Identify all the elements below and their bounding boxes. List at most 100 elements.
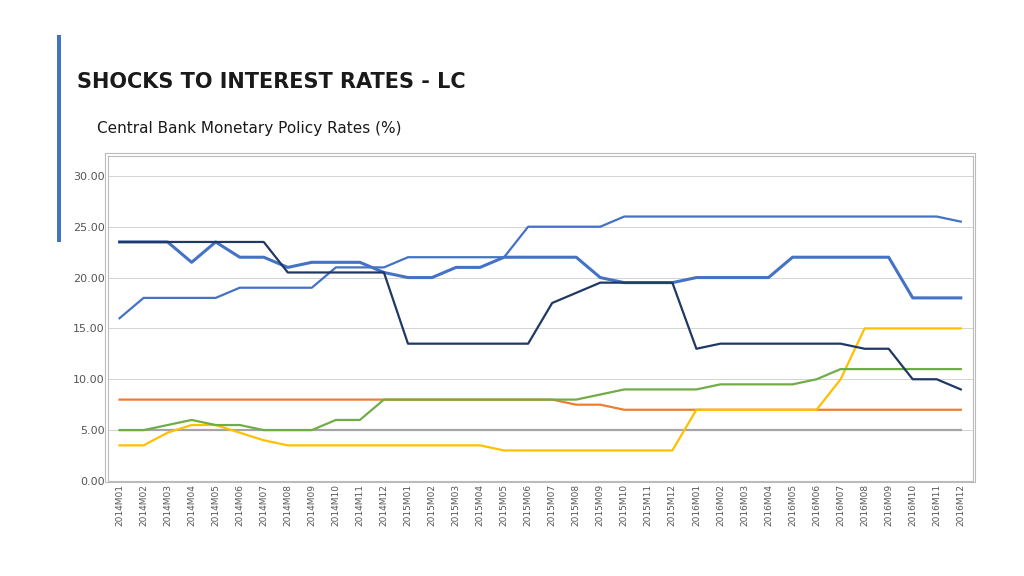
Ghana (233, 285, 246, 291)
Azerbaijan (114, 442, 126, 449)
Tajikistan (715, 381, 727, 388)
Tajikistan (378, 396, 390, 403)
Ghana (715, 213, 727, 220)
Belarus (137, 238, 150, 245)
Tajikistan (258, 427, 270, 434)
Nepal (282, 396, 294, 403)
Belarus (690, 345, 702, 352)
Tajikistan (954, 366, 967, 373)
Azerbaijan (546, 447, 558, 454)
Azerbaijan (378, 442, 390, 449)
Azerbaijan (667, 447, 679, 454)
Moldova (474, 264, 486, 271)
Moldova (258, 254, 270, 261)
Belarus (738, 340, 751, 347)
Ghana (594, 223, 606, 230)
Tajikistan (762, 381, 774, 388)
Tajikistan (498, 396, 510, 403)
Tajikistan (450, 396, 462, 403)
Ghana (306, 285, 318, 291)
Bangladesh (642, 427, 654, 434)
Bangladesh (137, 427, 150, 434)
Bangladesh (450, 427, 462, 434)
Bangladesh (786, 427, 799, 434)
Tajikistan (185, 416, 198, 423)
Ghana (378, 264, 390, 271)
Azerbaijan (954, 325, 967, 332)
Nepal (954, 406, 967, 413)
Moldova (883, 254, 895, 261)
Ghana (931, 213, 943, 220)
Azerbaijan (258, 437, 270, 444)
Azerbaijan (690, 406, 702, 413)
Moldova (810, 254, 822, 261)
Moldova (667, 279, 679, 286)
Belarus (450, 340, 462, 347)
Bangladesh (618, 427, 631, 434)
Moldova (498, 254, 510, 261)
Azerbaijan (185, 422, 198, 429)
Ghana (906, 213, 919, 220)
Ghana (450, 254, 462, 261)
Azerbaijan (233, 429, 246, 436)
Ghana (570, 223, 583, 230)
Bangladesh (931, 427, 943, 434)
Tajikistan (546, 396, 558, 403)
Bangladesh (835, 427, 847, 434)
Moldova (114, 238, 126, 245)
Azerbaijan (715, 406, 727, 413)
Moldova (210, 238, 222, 245)
Nepal (738, 406, 751, 413)
Line: Tajikistan: Tajikistan (120, 369, 961, 430)
Tajikistan (137, 427, 150, 434)
Azerbaijan (570, 447, 583, 454)
Moldova (931, 294, 943, 301)
Tajikistan (282, 427, 294, 434)
Moldova (835, 254, 847, 261)
Moldova (306, 259, 318, 266)
Belarus (618, 279, 631, 286)
Bangladesh (810, 427, 822, 434)
Belarus (594, 279, 606, 286)
Bangladesh (258, 427, 270, 434)
Belarus (185, 238, 198, 245)
Nepal (426, 396, 438, 403)
Azerbaijan (137, 442, 150, 449)
Azerbaijan (594, 447, 606, 454)
Line: Ghana: Ghana (120, 217, 961, 318)
Bangladesh (546, 427, 558, 434)
Bangladesh (378, 427, 390, 434)
Belarus (954, 386, 967, 393)
Ghana (810, 213, 822, 220)
Azerbaijan (883, 325, 895, 332)
Ghana (498, 254, 510, 261)
Azerbaijan (450, 442, 462, 449)
Azerbaijan (858, 325, 870, 332)
Nepal (353, 396, 366, 403)
Belarus (401, 340, 414, 347)
Tajikistan (883, 366, 895, 373)
Ghana (835, 213, 847, 220)
Tajikistan (330, 416, 342, 423)
Ghana (954, 218, 967, 225)
Bangladesh (498, 427, 510, 434)
Nepal (330, 396, 342, 403)
Nepal (185, 396, 198, 403)
Nepal (594, 401, 606, 408)
Ghana (474, 254, 486, 261)
Line: Nepal: Nepal (120, 400, 961, 410)
Nepal (786, 406, 799, 413)
Bangladesh (522, 427, 535, 434)
Nepal (762, 406, 774, 413)
Azerbaijan (642, 447, 654, 454)
Bangladesh (353, 427, 366, 434)
Bangladesh (883, 427, 895, 434)
Tajikistan (858, 366, 870, 373)
Belarus (210, 238, 222, 245)
Belarus (426, 340, 438, 347)
Moldova (353, 259, 366, 266)
Bangladesh (858, 427, 870, 434)
Moldova (233, 254, 246, 261)
Bangladesh (570, 427, 583, 434)
Moldova (522, 254, 535, 261)
